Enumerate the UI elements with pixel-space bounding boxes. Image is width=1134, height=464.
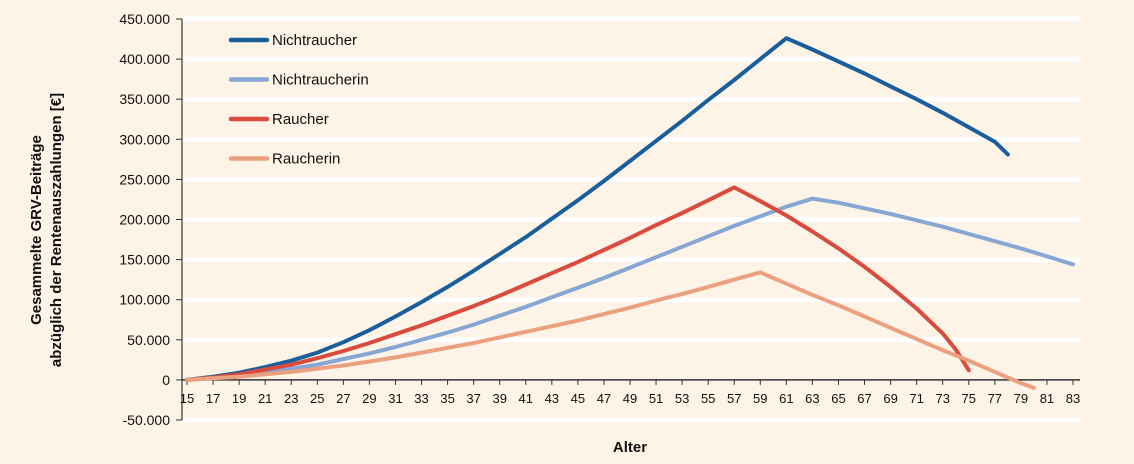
x-tick-label: 41 — [519, 391, 533, 406]
x-tick-label: 53 — [675, 391, 689, 406]
y-tick-label: 100.000 — [119, 292, 170, 308]
series-line-raucher — [185, 185, 971, 382]
x-tick-label: 17 — [206, 391, 220, 406]
y-tick-label: 250.000 — [119, 171, 170, 187]
x-tick-label: 47 — [597, 391, 611, 406]
legend-label: Nichtraucher — [272, 32, 357, 49]
x-tick-label: 55 — [701, 391, 715, 406]
y-tick-label: 350.000 — [119, 91, 170, 107]
y-tick-label: 200.000 — [119, 212, 170, 228]
y-tick-label: 50.000 — [127, 332, 170, 348]
x-tick-label: 57 — [727, 391, 741, 406]
x-tick-label: 75 — [962, 391, 976, 406]
y-axis-title: Gesammelte GRV-Beiträge abzüglich der Ren… — [28, 93, 65, 367]
y-tick-label: 0 — [162, 372, 170, 388]
x-tick-label: 73 — [935, 391, 949, 406]
x-tick-label: 39 — [492, 391, 506, 406]
x-tick-label: 21 — [258, 391, 272, 406]
x-tick-label: 65 — [831, 391, 845, 406]
y-tick-label: 300.000 — [119, 131, 170, 147]
x-tick-label: 15 — [180, 391, 194, 406]
series-line-nichtraucher — [185, 36, 1010, 382]
x-tick-label: 77 — [988, 391, 1002, 406]
x-axis-title: Alter — [613, 439, 647, 456]
y-axis-title-line: abzüglich der Rentenauszahlungen [€] — [48, 93, 65, 367]
series-line-nichtraucherin — [185, 196, 1075, 382]
x-tick-label: 67 — [857, 391, 871, 406]
legend-label: Raucher — [272, 111, 329, 128]
x-tick-label: 81 — [1040, 391, 1054, 406]
legend-label: Nichtraucherin — [272, 72, 369, 89]
y-tick-label: -50.000 — [123, 412, 171, 428]
axes — [176, 18, 1080, 421]
x-tick-label: 27 — [336, 391, 350, 406]
y-tick-label: 450.000 — [119, 11, 170, 27]
x-tick-label: 49 — [623, 391, 637, 406]
x-tick-label: 23 — [284, 391, 298, 406]
x-tick-label: 63 — [805, 391, 819, 406]
x-tick-label: 71 — [909, 391, 923, 406]
y-tick-labels: 450.000 400.000 350.000 300.000 250.000 200.0… — [119, 11, 170, 428]
x-tick-label: 83 — [1066, 391, 1080, 406]
legend: Nichtraucher Nichtraucherin Raucher Raucher… — [228, 32, 369, 168]
x-tick-label: 43 — [545, 391, 559, 406]
x-tick-label: 69 — [883, 391, 897, 406]
x-tick-labels: 15 17 19 21 23 25 27 29 31 33 35 37 39 41 43 45 47 49 51 53… — [180, 391, 1080, 406]
x-tick-label: 45 — [571, 391, 585, 406]
y-axis-title-line: Gesammelte GRV-Beiträge — [28, 135, 45, 325]
legend-label: Raucherin — [272, 151, 340, 168]
x-tick-label: 35 — [440, 391, 454, 406]
series-line-raucherin — [185, 270, 1036, 390]
series-lines — [185, 36, 1075, 390]
x-tick-label: 19 — [232, 391, 246, 406]
y-tick-label: 400.000 — [119, 51, 170, 67]
x-tick-label: 59 — [753, 391, 767, 406]
x-tick-label: 61 — [779, 391, 793, 406]
x-tick-label: 33 — [414, 391, 428, 406]
y-tick-label: 150.000 — [119, 252, 170, 268]
x-tick-label: 79 — [1014, 391, 1028, 406]
x-tick-label: 29 — [362, 391, 376, 406]
x-tick-label: 25 — [310, 391, 324, 406]
x-tick-label: 51 — [649, 391, 663, 406]
x-tick-label: 31 — [388, 391, 402, 406]
x-tick-label: 37 — [466, 391, 480, 406]
grid-lines — [182, 16, 1080, 423]
